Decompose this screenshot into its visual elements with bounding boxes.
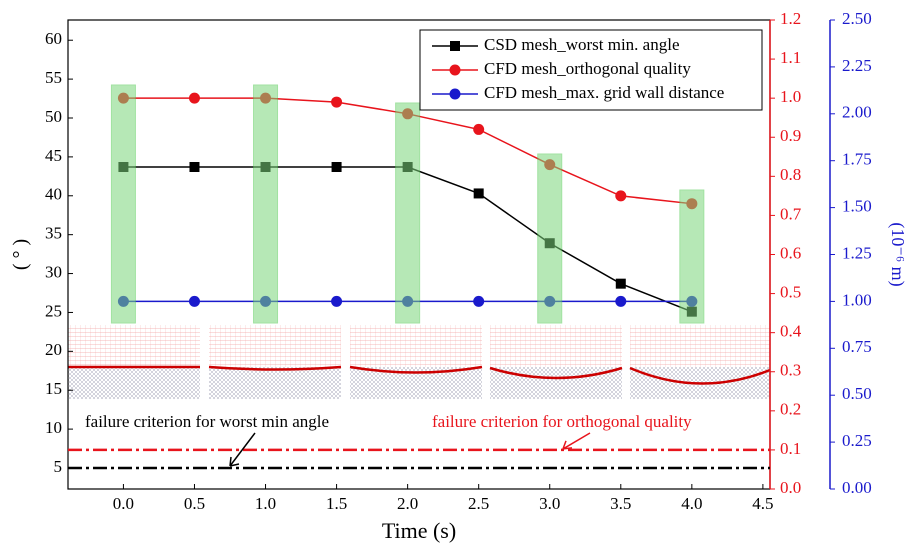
- annotation: failure criterion for orthogonal quality: [432, 412, 692, 431]
- y-axis-label: ( ° ): [10, 239, 32, 270]
- y-tick-label: 15: [45, 379, 62, 398]
- x-tick-label: 0.0: [113, 494, 134, 513]
- arrow: [563, 433, 590, 449]
- marker: [616, 279, 626, 289]
- marker: [473, 296, 484, 307]
- mesh-panel: [490, 325, 622, 399]
- y3-tick-label: 1.25: [842, 243, 872, 262]
- y3-tick-label: 1.75: [842, 150, 872, 169]
- marker: [189, 93, 200, 104]
- marker: [331, 97, 342, 108]
- x-tick-label: 0.5: [184, 494, 205, 513]
- mesh-panel: [350, 325, 482, 399]
- highlight: [680, 190, 704, 323]
- y3-tick-label: 0.50: [842, 384, 872, 403]
- y3-tick-label: 0.00: [842, 478, 872, 497]
- legend-marker: [450, 89, 461, 100]
- y-tick-label: 20: [45, 340, 62, 359]
- x-tick-label: 3.0: [539, 494, 560, 513]
- y2-tick-label: 0.6: [780, 243, 801, 262]
- x-tick-label: 2.5: [468, 494, 489, 513]
- legend-marker: [450, 41, 460, 51]
- y2-tick-label: 0.2: [780, 400, 801, 419]
- chart: 0.0 0.5 1.0 1.5 2.0 2.5 3.0 3.5 4.0 4.5 5 10 15 20 25 3…: [0, 0, 909, 545]
- marker: [332, 162, 342, 172]
- y3-tick-label: 2.50: [842, 9, 872, 28]
- highlight: [396, 103, 420, 323]
- y-tick-label: 50: [45, 107, 62, 126]
- marker: [473, 124, 484, 135]
- annotation: failure criterion for worst min angle: [85, 412, 329, 431]
- x-tick-label: 3.5: [610, 494, 631, 513]
- y2-tick-label: 1.2: [780, 9, 801, 28]
- y3-tick-label: 1.50: [842, 197, 872, 216]
- y-tick-label: 30: [45, 262, 62, 281]
- y2-tick-label: 0.4: [780, 322, 802, 341]
- y-tick-label: 40: [45, 185, 62, 204]
- y-tick-label: 55: [45, 68, 62, 87]
- y-tick-label: 5: [54, 457, 63, 476]
- marker: [615, 190, 626, 201]
- legend-marker: [450, 65, 461, 76]
- y2-tick-label: 0.3: [780, 361, 801, 380]
- x-axis-label: Time (s): [382, 518, 456, 543]
- y3-tick-label: 0.75: [842, 337, 872, 356]
- y-tick-label: 35: [45, 224, 62, 243]
- y-tick-label: 25: [45, 301, 62, 320]
- legend-label: CFD mesh_max. grid wall distance: [484, 83, 724, 102]
- y-tick-label: 60: [45, 29, 62, 48]
- y3-tick-label: 1.00: [842, 290, 872, 309]
- legend-label: CSD mesh_worst min. angle: [484, 35, 680, 54]
- highlight: [111, 85, 135, 323]
- marker: [474, 188, 484, 198]
- y2-tick-label: 0.0: [780, 478, 801, 497]
- x-tick-label: 4.0: [681, 494, 702, 513]
- x-tick-label: 4.5: [752, 494, 773, 513]
- legend: CSD mesh_worst min. angle CFD mesh_orthog…: [420, 30, 762, 110]
- y-tick-label: 45: [45, 146, 62, 165]
- y2-tick-label: 0.8: [780, 165, 801, 184]
- y3-tick-label: 2.25: [842, 56, 872, 75]
- y2-tick-label: 1.1: [780, 48, 801, 67]
- legend-label: CFD mesh_orthogonal quality: [484, 59, 691, 78]
- y-tick-label: 10: [45, 418, 62, 437]
- mesh-panel: [630, 325, 770, 399]
- y2-tick-label: 1.0: [780, 87, 801, 106]
- x-tick-label: 1.5: [326, 494, 347, 513]
- highlight: [538, 154, 562, 323]
- y3-tick-label: 2.00: [842, 103, 872, 122]
- y3-tick-label: 0.25: [842, 431, 872, 450]
- highlight: [254, 85, 278, 323]
- mesh-panel: [209, 325, 341, 399]
- y2-tick-label: 0.1: [780, 439, 801, 458]
- mesh-panel: [68, 325, 200, 399]
- y2-tick-label: 0.9: [780, 126, 801, 145]
- x-tick-label: 1.0: [255, 494, 276, 513]
- marker: [189, 296, 200, 307]
- mesh-panels: [68, 325, 770, 399]
- y3-axis-label: (10⁻⁶ m): [887, 222, 908, 286]
- marker: [615, 296, 626, 307]
- y2-tick-label: 0.5: [780, 282, 801, 301]
- marker: [189, 162, 199, 172]
- marker: [331, 296, 342, 307]
- y2-tick-label: 0.7: [780, 204, 802, 223]
- x-tick-label: 2.0: [397, 494, 418, 513]
